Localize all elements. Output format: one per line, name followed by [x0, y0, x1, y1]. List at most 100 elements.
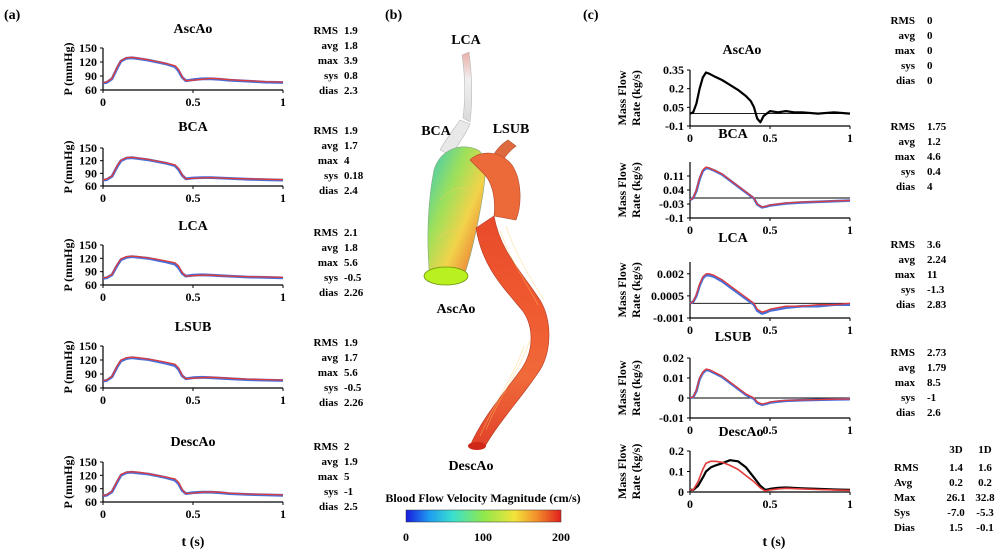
x-tick-label: 0.5 — [763, 423, 778, 437]
series-line-0 — [102, 471, 284, 496]
y-tick-label: -0.1 — [665, 211, 684, 225]
y-tick-label: -0.03 — [659, 197, 684, 211]
stat-value: 1.79 — [927, 362, 947, 374]
y-tick-label: 0.0005 — [651, 289, 684, 303]
y-axis-label: P (mmHg) — [61, 239, 75, 292]
x-tick-label: 1 — [847, 423, 853, 437]
stat-value: 1.4 — [949, 462, 963, 474]
y-tick-label: 120 — [79, 251, 97, 265]
stat-label: sys — [324, 170, 339, 182]
series-line-0 — [689, 71, 851, 124]
stat-label: avg — [322, 352, 339, 364]
series-line-1 — [102, 470, 284, 498]
stat-value: 2.1 — [344, 227, 358, 239]
stat-label: max — [895, 269, 916, 281]
stat-value: 0.8 — [344, 70, 358, 82]
stat-label: Max — [894, 492, 916, 504]
series-line-0 — [102, 56, 284, 84]
series-line-0 — [102, 255, 284, 279]
chart-5: AscAo -0.1 0.05 0.2 0.35 0 0.5 1 Mass Flow Rate (… — [615, 43, 853, 145]
stat-value: 0 — [927, 45, 933, 57]
y-axis-label: Rate (kg/s) — [629, 70, 643, 126]
chart-7: LCA -0.001 0.0005 0.002 0 0.5 1 Mass Flow Rate (… — [615, 231, 853, 337]
y-tick-label: 0.35 — [663, 63, 684, 77]
series-line-0 — [689, 273, 851, 313]
stats-table-c-2: RMS 3.6 avg 2.24 max 11 sys -1.3 dias 2.83 — [891, 239, 947, 311]
stat-label: avg — [322, 456, 339, 468]
stat-label: RMS — [314, 25, 338, 37]
chart-title: BCA — [718, 127, 748, 142]
x-tick-label: 0.5 — [186, 95, 201, 109]
x-tick-label: 1 — [847, 497, 853, 511]
stat-label: max — [318, 257, 339, 269]
y-tick-label: 60 — [85, 278, 97, 292]
colorbar-title: Blood Flow Velocity Magnitude (cm/s) — [385, 491, 580, 505]
series-line-1 — [690, 459, 851, 491]
stat-label: max — [318, 155, 339, 167]
y-tick-label: 60 — [85, 495, 97, 509]
stat-label: sys — [324, 382, 339, 394]
stat-label: max — [318, 55, 339, 67]
x-tick-label: 0.5 — [186, 290, 201, 304]
stat-label: RMS — [314, 227, 338, 239]
ascao-inlet — [423, 266, 469, 286]
y-tick-label: 0.2 — [669, 444, 684, 458]
stat-label: avg — [322, 140, 339, 152]
y-tick-label: 60 — [85, 179, 97, 193]
x-tick-label: 1 — [280, 393, 286, 407]
colorbar-tick-1: 100 — [474, 530, 492, 544]
stat-label: sys — [901, 392, 916, 404]
vessel-label-bca: BCA — [421, 124, 451, 139]
y-axis-label: Rate (kg/s) — [629, 444, 643, 500]
stats-layer: RMS 1.9 avg 1.8 max 3.9 sys 0.8 dias 2.3 RMS 1.9 avg… — [314, 15, 996, 534]
stat-label: sys — [901, 284, 916, 296]
stat-value: 1.8 — [344, 40, 358, 52]
stat-value: 4 — [927, 181, 933, 193]
stat-label: RMS — [894, 462, 918, 474]
chart-title: AscAo — [174, 22, 213, 37]
series-line-1 — [102, 156, 284, 182]
y-tick-label: 90 — [85, 166, 97, 180]
panel-b-label: (b) — [385, 8, 402, 23]
x-tick-label: 1 — [847, 131, 853, 145]
x-tick-label: 0 — [687, 423, 693, 437]
stat-value: 1.7 — [344, 140, 358, 152]
chart-title: BCA — [178, 120, 208, 135]
stat-label: dias — [896, 407, 916, 419]
chart-title: DescAo — [718, 425, 763, 440]
y-tick-label: 90 — [85, 482, 97, 496]
x-tick-label: 1 — [847, 223, 853, 237]
panel-c-xlabel: t (s) — [763, 535, 786, 550]
series-line-0 — [102, 356, 284, 382]
x-tick-label: 0 — [100, 290, 106, 304]
stat-value: 2.4 — [344, 185, 358, 197]
chart-title: AscAo — [723, 43, 762, 58]
stat-value: -0.5 — [344, 272, 362, 284]
stat-value: -5.3 — [976, 507, 994, 519]
y-tick-label: 0.04 — [663, 183, 684, 197]
stat-label: RMS — [891, 15, 915, 27]
y-tick-label: 0 — [678, 391, 684, 405]
y-tick-label: 0.002 — [657, 267, 684, 281]
stat-value: 2.24 — [927, 254, 947, 266]
stat-value: -7.0 — [947, 507, 965, 519]
y-axis-label: Mass Flow — [615, 262, 629, 317]
stat-label: max — [895, 45, 916, 57]
series-line-1 — [102, 356, 284, 383]
vessel-label-descao: DescAo — [448, 459, 493, 474]
stat-label: avg — [899, 30, 916, 42]
panel-a-xlabel: t (s) — [182, 535, 205, 550]
stat-value: 1.2 — [927, 136, 941, 148]
series-line-0 — [689, 368, 851, 405]
colorbar-tick-2: 200 — [552, 530, 570, 544]
stat-value: 1.9 — [344, 456, 358, 468]
x-tick-label: 1 — [280, 95, 286, 109]
x-tick-label: 1 — [280, 507, 286, 521]
y-axis-label: Mass Flow — [615, 444, 629, 499]
stat-value: 1.8 — [344, 242, 358, 254]
x-tick-label: 0 — [687, 497, 693, 511]
stat-label: RMS — [314, 125, 338, 137]
stat-value: 11 — [927, 269, 937, 281]
chart-title: LCA — [178, 219, 208, 234]
y-tick-label: 0.01 — [663, 371, 684, 385]
